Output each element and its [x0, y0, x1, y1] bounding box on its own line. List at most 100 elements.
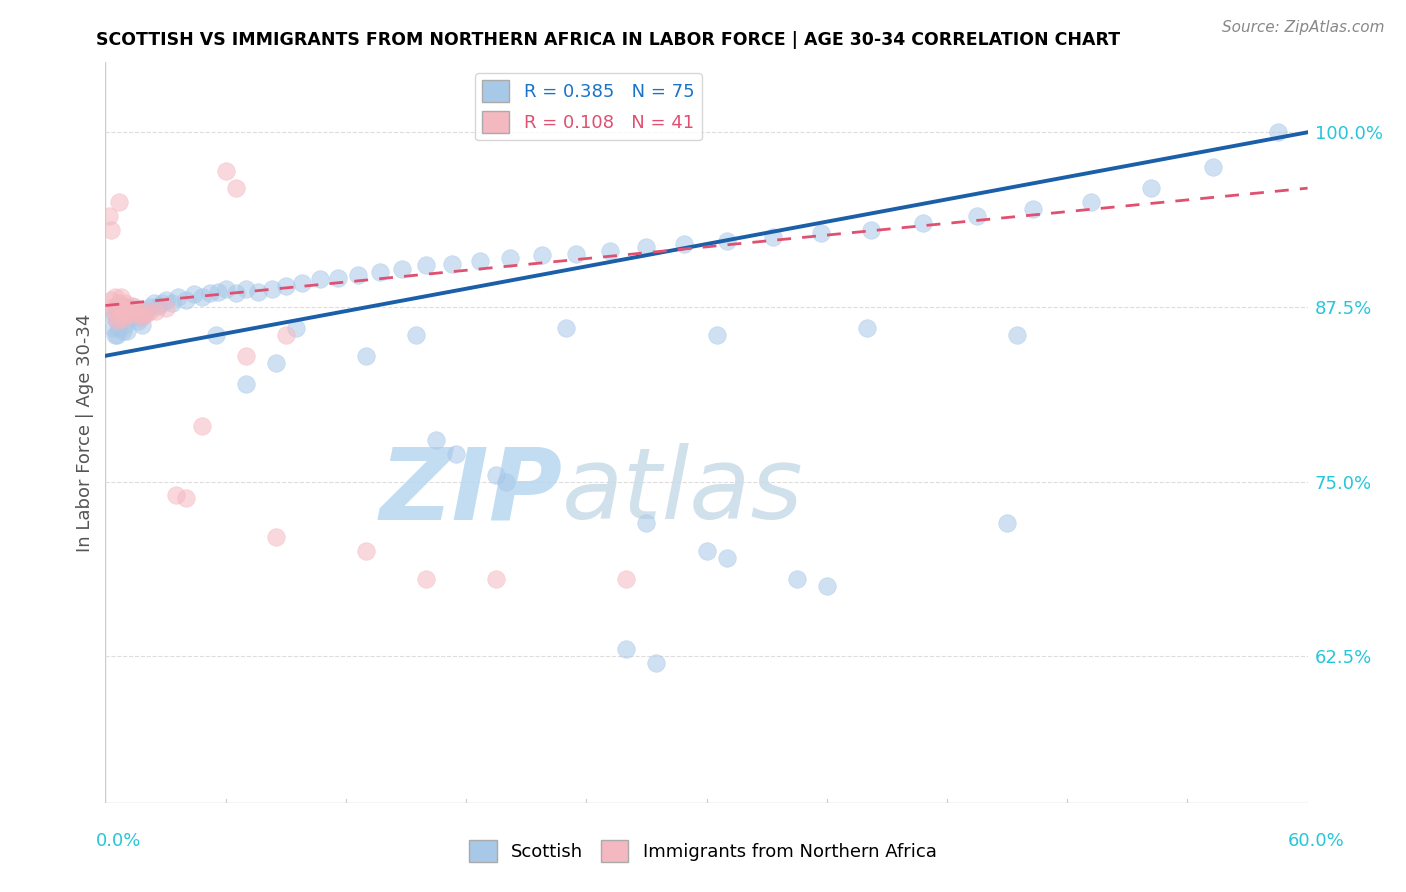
- Point: [114, 295, 136, 310]
- Point: [225, 181, 247, 195]
- Point: [122, 298, 145, 312]
- Point: [131, 318, 153, 332]
- Point: [1202, 160, 1225, 174]
- Point: [284, 321, 307, 335]
- Text: ZIP: ZIP: [380, 443, 562, 541]
- Point: [166, 290, 188, 304]
- Point: [117, 324, 139, 338]
- Point: [855, 321, 877, 335]
- Point: [122, 300, 145, 314]
- Point: [138, 300, 160, 314]
- Point: [155, 293, 177, 307]
- Point: [104, 327, 127, 342]
- Point: [131, 310, 153, 324]
- Point: [636, 516, 658, 531]
- Point: [174, 491, 197, 506]
- Point: [150, 295, 173, 310]
- Point: [100, 307, 122, 321]
- Point: [235, 282, 257, 296]
- Point: [499, 251, 522, 265]
- Point: [308, 272, 330, 286]
- Point: [190, 290, 212, 304]
- Point: [260, 282, 283, 296]
- Point: [118, 304, 141, 318]
- Point: [174, 293, 197, 307]
- Point: [110, 304, 132, 318]
- Point: [145, 304, 167, 318]
- Point: [786, 572, 808, 586]
- Point: [107, 314, 129, 328]
- Point: [100, 223, 122, 237]
- Point: [146, 298, 169, 312]
- Point: [264, 356, 287, 370]
- Point: [108, 195, 131, 210]
- Point: [121, 304, 143, 318]
- Point: [485, 572, 508, 586]
- Point: [108, 295, 131, 310]
- Point: [1140, 181, 1163, 195]
- Point: [114, 318, 136, 332]
- Point: [415, 258, 437, 272]
- Point: [183, 287, 205, 301]
- Point: [354, 544, 377, 558]
- Point: [128, 307, 150, 321]
- Point: [103, 300, 125, 314]
- Point: [415, 572, 437, 586]
- Point: [762, 230, 785, 244]
- Y-axis label: In Labor Force | Age 30-34: In Labor Force | Age 30-34: [76, 313, 94, 552]
- Point: [405, 327, 427, 342]
- Point: [555, 321, 578, 335]
- Point: [235, 349, 257, 363]
- Point: [135, 304, 157, 318]
- Point: [124, 307, 146, 321]
- Point: [274, 279, 297, 293]
- Text: Source: ZipAtlas.com: Source: ZipAtlas.com: [1222, 20, 1385, 35]
- Point: [204, 327, 226, 342]
- Point: [354, 349, 377, 363]
- Text: atlas: atlas: [562, 443, 804, 541]
- Point: [112, 324, 135, 338]
- Point: [673, 237, 696, 252]
- Point: [114, 300, 136, 314]
- Point: [599, 244, 621, 258]
- Point: [160, 295, 183, 310]
- Point: [110, 290, 132, 304]
- Point: [142, 295, 165, 310]
- Point: [108, 310, 131, 324]
- Point: [696, 544, 718, 558]
- Point: [616, 572, 638, 586]
- Point: [706, 327, 728, 342]
- Point: [291, 276, 314, 290]
- Point: [100, 293, 122, 307]
- Point: [127, 314, 149, 328]
- Point: [117, 300, 139, 314]
- Point: [995, 516, 1018, 531]
- Point: [716, 234, 738, 248]
- Point: [368, 265, 391, 279]
- Point: [235, 376, 257, 391]
- Point: [636, 240, 658, 254]
- Point: [114, 307, 136, 321]
- Point: [859, 223, 882, 237]
- Point: [135, 307, 157, 321]
- Point: [1005, 327, 1028, 342]
- Legend: Scottish, Immigrants from Northern Africa: Scottish, Immigrants from Northern Afric…: [463, 833, 943, 870]
- Point: [444, 446, 467, 460]
- Point: [138, 304, 160, 318]
- Point: [274, 327, 297, 342]
- Point: [128, 310, 150, 324]
- Point: [565, 247, 588, 261]
- Point: [127, 304, 149, 318]
- Point: [108, 307, 131, 321]
- Point: [911, 216, 934, 230]
- Point: [110, 300, 132, 314]
- Point: [326, 270, 349, 285]
- Point: [112, 312, 135, 326]
- Point: [966, 209, 988, 223]
- Point: [1080, 195, 1102, 210]
- Point: [112, 307, 135, 321]
- Point: [124, 307, 146, 321]
- Point: [104, 290, 127, 304]
- Point: [264, 530, 287, 544]
- Point: [98, 209, 121, 223]
